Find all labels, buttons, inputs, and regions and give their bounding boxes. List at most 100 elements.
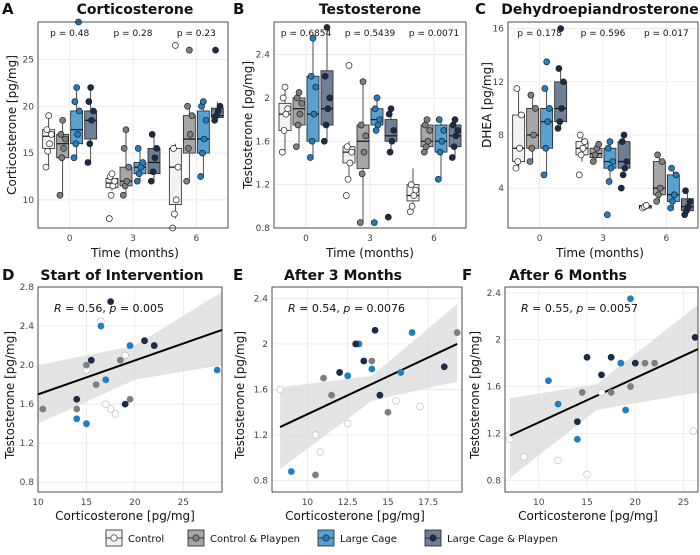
panel-f-letter: F bbox=[462, 266, 472, 284]
panel-c-control-point bbox=[579, 144, 587, 152]
panel-d-control-playpen-point bbox=[126, 395, 134, 403]
panel-e-letter: E bbox=[233, 266, 243, 284]
panel-f-xtick: 15 bbox=[581, 498, 592, 508]
panel-e-title: After 3 Months bbox=[284, 268, 402, 284]
panel-c-control-playpen-point bbox=[654, 151, 661, 159]
panel-b-large-cage-point bbox=[436, 148, 444, 156]
panel-a-large-cage-playpen-point bbox=[148, 131, 156, 138]
panel-d-ytick: 1.6 bbox=[20, 400, 35, 410]
panel-d-plot: 0.8 1.2 1.6 2.0 2.4 2.8 10 15 20 25 R = 0.56, p = … bbox=[20, 283, 223, 508]
panel-f-control-playpen-point bbox=[651, 359, 658, 367]
panel-c-large-cage-point bbox=[543, 58, 551, 66]
panel-c-control-playpen-point bbox=[658, 158, 666, 165]
panel-a-ylabel: Corticosterone [pg/mg] bbox=[5, 55, 19, 195]
panel-a-large-cage-point bbox=[71, 98, 79, 105]
panel-c-control-playpen-point bbox=[653, 198, 660, 205]
panel-c-xtick: 6 bbox=[663, 234, 669, 244]
panel-a-large-cage-playpen-point bbox=[147, 177, 155, 185]
panel-f-large-cage-point bbox=[617, 359, 625, 367]
panel-c-large-cage-playpen-point bbox=[557, 25, 565, 32]
panel-b-large-cage-playpen-point bbox=[384, 213, 392, 221]
panel-b-control-playpen-point bbox=[358, 170, 366, 178]
panel-d-large-cage-playpen-point bbox=[150, 342, 158, 349]
panel-f-control-playpen-point bbox=[627, 383, 634, 390]
panel-b-large-cage-point bbox=[312, 83, 320, 91]
panel-c-control-playpen-point bbox=[591, 151, 599, 159]
panel-b-control-playpen-point bbox=[295, 89, 303, 96]
panel-e-regression-line bbox=[279, 343, 458, 428]
panel-b-large-cage-playpen-point bbox=[454, 127, 462, 134]
panel-c-xtick: 3 bbox=[600, 234, 606, 244]
panel-a-large-cage-point bbox=[197, 173, 204, 180]
panel-c-large-cage-point bbox=[672, 171, 680, 179]
panel-c-large-cage-point bbox=[606, 138, 614, 145]
panel-d-title: Start of Intervention bbox=[40, 268, 203, 284]
panel-b-control-playpen-point bbox=[423, 116, 431, 123]
panel-a-control-playpen-point bbox=[186, 131, 194, 138]
panel-e-large-cage-playpen-point bbox=[360, 357, 368, 365]
panel-f-ytick: 1.2 bbox=[487, 429, 501, 439]
panel-b-ytick: 1.6 bbox=[256, 137, 271, 147]
legend-large-cage-label: Large Cage bbox=[340, 534, 397, 545]
panel-d-control-playpen-point bbox=[92, 381, 100, 389]
panel-c-frame bbox=[507, 21, 699, 229]
panel-b-large-cage-point bbox=[438, 137, 446, 145]
panel-a-control-playpen-point bbox=[188, 112, 196, 119]
panel-e-large-cage-point bbox=[408, 329, 416, 336]
panel-c-large-cage-playpen-point bbox=[617, 184, 625, 192]
panel-c-large-cage-playpen-point bbox=[686, 198, 694, 205]
panel-b-xtick: 3 bbox=[367, 234, 373, 244]
panel-e-ytick: 2.4 bbox=[254, 294, 269, 304]
panel-a-control-playpen-point bbox=[57, 131, 65, 138]
panel-f-stats: R = 0.55, p = 0.0057 bbox=[521, 302, 638, 315]
panel-b-control-point bbox=[279, 94, 287, 102]
panel-a-large-cage-point bbox=[200, 135, 208, 143]
panel-b-large-cage-point bbox=[370, 219, 378, 226]
panel-c-large-cage-point bbox=[667, 204, 674, 212]
panel-c-control-playpen-point bbox=[595, 140, 603, 148]
panel-b-control-playpen-point bbox=[294, 121, 302, 129]
panel-a-title: Corticosterone bbox=[77, 2, 194, 18]
panel-d-ytick: 2.4 bbox=[20, 322, 35, 332]
panel-a-large-cage-playpen-point bbox=[84, 159, 92, 166]
panel-f-control-point bbox=[583, 470, 591, 479]
panel-b-control-point bbox=[412, 186, 420, 194]
panel-b-ytick: 2.4 bbox=[256, 51, 271, 61]
panel-c-control-point bbox=[577, 151, 585, 159]
panel-d-control-point bbox=[106, 405, 115, 413]
panel-c-control-playpen-point bbox=[528, 144, 536, 152]
panel-d-control-point bbox=[102, 400, 110, 408]
panel-e-control-playpen-point bbox=[368, 357, 376, 365]
legend-large-cage-playpen-dot bbox=[429, 534, 437, 542]
panel-b-pvalue: p = 0.0071 bbox=[409, 29, 459, 39]
panel-e-xtick: 15 bbox=[382, 498, 393, 508]
panel-a-control-point bbox=[108, 170, 116, 178]
panel-d-letter: D bbox=[2, 266, 14, 284]
panel-c-control-point bbox=[518, 111, 525, 119]
panel-d-frame bbox=[37, 286, 223, 493]
panel-d-large-cage-playpen-point bbox=[107, 298, 115, 306]
panel-c-large-cage-playpen-point bbox=[560, 78, 567, 86]
panel-b-control-point bbox=[280, 127, 288, 134]
panel-d-ytick: 2.8 bbox=[20, 283, 35, 293]
panel-a-xtick: 3 bbox=[130, 234, 136, 244]
panel-c-large-cage-point bbox=[609, 158, 617, 165]
panel-d-xlabel: Corticosterone [pg/mg] bbox=[55, 509, 195, 523]
panel-f-large-cage-playpen-point bbox=[691, 333, 699, 341]
legend-control-label: Control bbox=[128, 534, 164, 545]
panel-a-ytick: 10 bbox=[23, 196, 35, 206]
panel-c-large-cage-point bbox=[542, 144, 550, 152]
panel-e-large-cage-playpen-point bbox=[440, 363, 448, 371]
panel-c-large-cage-playpen-box bbox=[554, 81, 568, 123]
panel-a-large-cage-box bbox=[70, 110, 84, 145]
panel-c-ytick: 8 bbox=[498, 131, 504, 141]
panel-c-large-cage-point bbox=[668, 164, 675, 172]
panel-f-ytick: 1.6 bbox=[487, 383, 502, 393]
panel-e-ylabel: Testosterone [pg/mg] bbox=[233, 331, 247, 460]
panel-a-large-cage-playpen-point bbox=[216, 102, 224, 110]
panel-d-control-playpen-point bbox=[39, 405, 47, 413]
panel-e-control-point bbox=[311, 431, 320, 439]
panel-c-letter: C bbox=[475, 0, 486, 18]
panel-e-control-point bbox=[392, 397, 400, 405]
